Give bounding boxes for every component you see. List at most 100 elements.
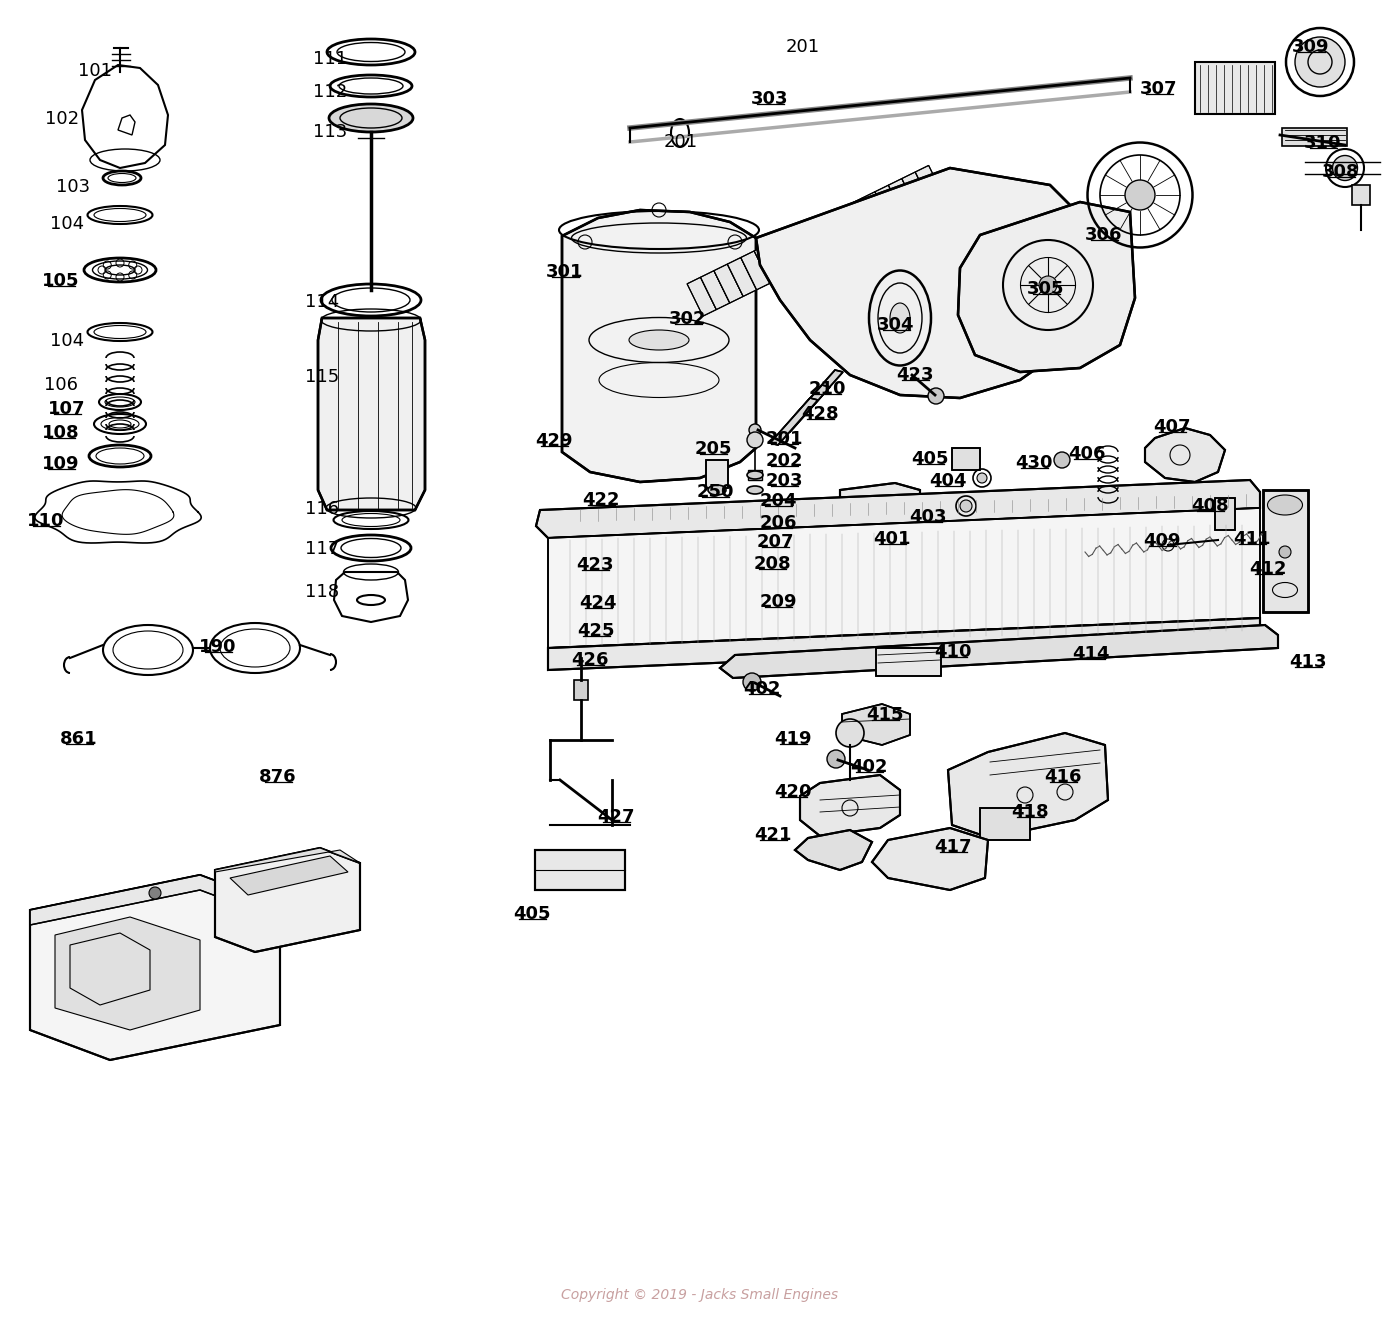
Polygon shape — [875, 186, 904, 224]
Text: 205: 205 — [694, 441, 732, 458]
Polygon shape — [561, 210, 756, 482]
Ellipse shape — [977, 473, 987, 483]
Polygon shape — [720, 625, 1278, 678]
Polygon shape — [861, 192, 890, 231]
Polygon shape — [783, 384, 830, 433]
Polygon shape — [795, 370, 843, 417]
Text: 104: 104 — [50, 215, 84, 234]
Bar — [952, 449, 980, 470]
Bar — [1352, 186, 1371, 206]
Bar — [706, 461, 728, 489]
Text: 209: 209 — [759, 593, 797, 611]
Bar — [980, 808, 1030, 840]
Bar — [1215, 498, 1235, 530]
Text: 190: 190 — [199, 638, 237, 655]
Polygon shape — [687, 278, 717, 316]
Text: 421: 421 — [755, 826, 792, 844]
Polygon shape — [547, 509, 1260, 647]
Ellipse shape — [629, 330, 689, 350]
Ellipse shape — [1267, 495, 1302, 515]
Polygon shape — [840, 483, 920, 535]
Polygon shape — [958, 202, 1135, 372]
Text: 101: 101 — [78, 61, 112, 80]
Text: 109: 109 — [42, 455, 80, 473]
Text: 302: 302 — [669, 310, 707, 328]
Polygon shape — [1145, 429, 1225, 482]
Ellipse shape — [329, 104, 413, 132]
Circle shape — [748, 433, 763, 449]
Ellipse shape — [960, 501, 972, 513]
Polygon shape — [29, 874, 280, 925]
Text: 416: 416 — [1044, 768, 1082, 786]
Text: 112: 112 — [312, 83, 347, 101]
Polygon shape — [916, 166, 945, 204]
Polygon shape — [216, 848, 360, 952]
Circle shape — [1054, 453, 1070, 469]
Text: 409: 409 — [1144, 533, 1180, 550]
Text: 414: 414 — [1072, 645, 1110, 663]
Text: 401: 401 — [874, 530, 911, 547]
Polygon shape — [948, 733, 1107, 838]
Bar — [980, 808, 1030, 840]
Ellipse shape — [1333, 155, 1358, 180]
Text: 405: 405 — [911, 450, 949, 469]
Text: Copyright © 2019 - Jacks Small Engines: Copyright © 2019 - Jacks Small Engines — [561, 1288, 839, 1302]
Text: 104: 104 — [50, 332, 84, 350]
Text: 116: 116 — [305, 501, 339, 518]
Text: 418: 418 — [1011, 802, 1049, 821]
Text: 402: 402 — [743, 680, 781, 698]
Text: 111: 111 — [314, 49, 347, 68]
Ellipse shape — [1039, 276, 1057, 294]
Text: 405: 405 — [514, 905, 550, 922]
Bar — [952, 449, 980, 470]
Text: 110: 110 — [27, 513, 64, 530]
Polygon shape — [902, 172, 931, 211]
Text: 419: 419 — [774, 730, 812, 748]
Text: 103: 103 — [56, 178, 90, 196]
Polygon shape — [216, 848, 360, 872]
Text: 423: 423 — [577, 555, 613, 574]
Text: 413: 413 — [1289, 653, 1327, 672]
Text: 301: 301 — [546, 263, 584, 280]
Text: 201: 201 — [664, 134, 699, 151]
Text: 207: 207 — [756, 533, 794, 551]
Text: 202: 202 — [766, 453, 802, 470]
Polygon shape — [834, 204, 864, 244]
Polygon shape — [808, 218, 837, 256]
Text: 203: 203 — [766, 473, 802, 490]
Text: 115: 115 — [305, 368, 339, 386]
Text: 308: 308 — [1322, 163, 1359, 182]
Polygon shape — [728, 258, 756, 296]
Polygon shape — [794, 224, 823, 263]
Text: 113: 113 — [312, 123, 347, 142]
Polygon shape — [841, 704, 910, 745]
Text: 206: 206 — [759, 514, 797, 533]
Circle shape — [1280, 546, 1291, 558]
Text: 426: 426 — [571, 651, 609, 669]
Ellipse shape — [748, 471, 763, 479]
Text: 305: 305 — [1028, 280, 1065, 298]
Polygon shape — [889, 179, 917, 218]
Text: 406: 406 — [1068, 445, 1106, 463]
Polygon shape — [700, 271, 729, 310]
Bar — [574, 680, 588, 700]
Ellipse shape — [890, 303, 910, 332]
Text: 107: 107 — [48, 400, 85, 418]
Text: 402: 402 — [850, 758, 888, 776]
Text: 118: 118 — [305, 583, 339, 601]
Polygon shape — [547, 618, 1260, 670]
Text: 422: 422 — [582, 491, 620, 509]
Text: 428: 428 — [801, 405, 839, 423]
Text: 208: 208 — [753, 555, 791, 573]
Polygon shape — [822, 211, 851, 251]
Text: 417: 417 — [934, 838, 972, 856]
Text: 425: 425 — [577, 622, 615, 639]
Text: 210: 210 — [808, 380, 846, 398]
Text: 423: 423 — [896, 366, 934, 384]
Text: 424: 424 — [580, 594, 617, 611]
Polygon shape — [710, 599, 820, 665]
Text: 204: 204 — [759, 493, 797, 510]
Text: 404: 404 — [930, 473, 967, 490]
Text: 307: 307 — [1140, 80, 1177, 97]
Ellipse shape — [748, 514, 763, 522]
